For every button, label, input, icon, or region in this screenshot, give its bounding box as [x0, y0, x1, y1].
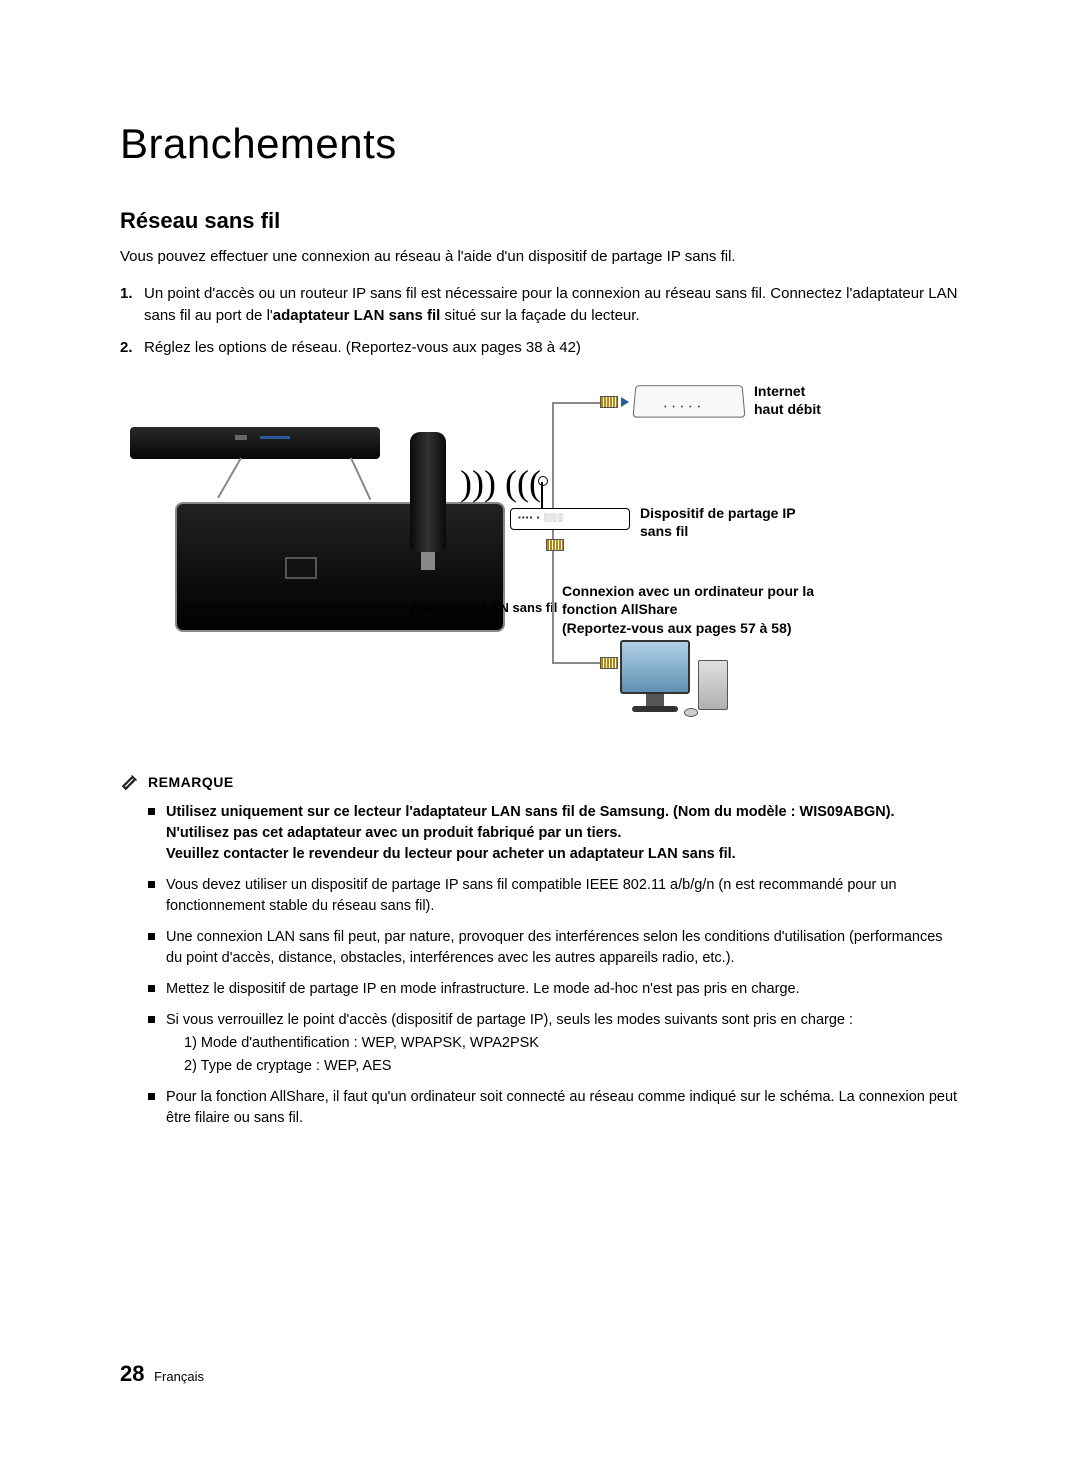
page-language: Français	[154, 1369, 204, 1384]
note-text: Une connexion LAN sans fil peut, par nat…	[166, 929, 943, 966]
monitor-base	[632, 706, 678, 712]
player-front-detail	[235, 435, 247, 440]
page-footer: 28 Français	[120, 1361, 204, 1387]
notes-list: Utilisez uniquement sur ce lecteur l'ada…	[120, 802, 960, 1129]
remarque-header: REMARQUE	[120, 772, 960, 792]
remarque-label: REMARQUE	[148, 774, 234, 790]
modem-icon	[633, 385, 746, 417]
arrow-icon	[621, 397, 629, 407]
step-1-bold: adaptateur LAN sans fil	[273, 307, 441, 324]
setup-steps: 1. Un point d'accès ou un routeur IP san…	[120, 283, 960, 358]
wlan-adapter-icon	[410, 432, 446, 552]
step-1: 1. Un point d'accès ou un routeur IP san…	[144, 283, 960, 327]
step-1-number: 1.	[120, 283, 133, 305]
step-2-number: 2.	[120, 337, 133, 359]
note-item: Utilisez uniquement sur ce lecteur l'ada…	[166, 802, 960, 865]
network-diagram: • • • • • Internet haut débit ))) ((( ▪▪…	[120, 382, 960, 742]
label-internet: Internet haut débit	[754, 382, 821, 418]
player-device-icon	[130, 427, 380, 459]
mouse-icon	[684, 708, 698, 717]
note-text: Vous devez utiliser un dispositif de par…	[166, 877, 897, 914]
cable-segment	[552, 402, 554, 508]
page-title: Branchements	[120, 120, 960, 168]
step-1-post: situé sur la façade du lecteur.	[440, 307, 639, 324]
step-2-text: Réglez les options de réseau. (Reportez-…	[144, 339, 581, 356]
step-2: 2. Réglez les options de réseau. (Report…	[144, 337, 960, 359]
modem-lights: • • • • •	[664, 404, 702, 411]
note-item: Pour la fonction AllShare, il faut qu'un…	[166, 1087, 960, 1129]
pc-tower-icon	[698, 660, 728, 710]
note-item: Si vous verrouillez le point d'accès (di…	[166, 1010, 960, 1077]
label-pc: Connexion avec un ordinateur pour la fon…	[562, 582, 862, 637]
note-subitem: 2) Type de cryptage : WEP, AES	[166, 1056, 960, 1077]
note-text: Mettez le dispositif de partage IP en mo…	[166, 981, 800, 997]
note-text: Utilisez uniquement sur ce lecteur l'ada…	[166, 804, 895, 862]
rj45-icon	[600, 657, 618, 669]
zoom-line	[217, 458, 242, 499]
note-item: Mettez le dispositif de partage IP en mo…	[166, 979, 960, 1000]
zoom-line	[350, 458, 371, 501]
label-adapter: Adaptateur LAN sans fil	[410, 600, 557, 617]
monitor-icon	[620, 640, 690, 694]
note-subitem: 1) Mode d'authentification : WEP, WPAPSK…	[166, 1033, 960, 1054]
label-router: Dispositif de partage IP sans fil	[640, 504, 796, 540]
usb-port-icon	[285, 557, 317, 579]
wireless-wave-icon: (((	[505, 462, 541, 504]
note-text: Si vous verrouillez le point d'accès (di…	[166, 1012, 853, 1028]
note-pen-icon	[120, 772, 140, 792]
cable-segment	[552, 662, 600, 664]
intro-paragraph: Vous pouvez effectuer une connexion au r…	[120, 248, 960, 265]
router-antenna-icon	[541, 482, 543, 510]
rj45-icon	[546, 539, 564, 551]
wireless-wave-icon: )))	[460, 462, 496, 504]
note-item: Vous devez utiliser un dispositif de par…	[166, 875, 960, 917]
note-item: Une connexion LAN sans fil peut, par nat…	[166, 927, 960, 969]
note-text: Pour la fonction AllShare, il faut qu'un…	[166, 1089, 957, 1126]
page-number: 28	[120, 1361, 144, 1386]
router-ports: ▪▪▪▪ ▪ ░░░	[518, 513, 564, 522]
section-subtitle: Réseau sans fil	[120, 208, 960, 234]
cable-segment	[552, 402, 600, 404]
rj45-icon	[600, 396, 618, 408]
